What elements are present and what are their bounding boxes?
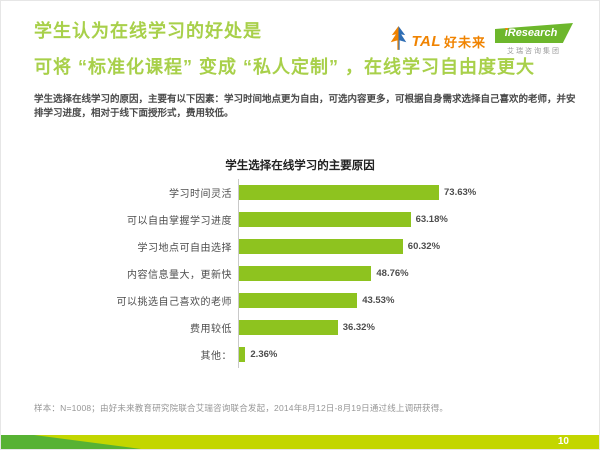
value-label: 60.32% bbox=[407, 241, 441, 252]
bar bbox=[239, 293, 358, 308]
chart-row: 可以挑选自己喜欢的老师 43.53% bbox=[1, 287, 599, 314]
sample-note: 样本：N=1008；由好未来教育研究院联合艾瑞咨询联合发起，2014年8月12日… bbox=[34, 403, 449, 413]
bar bbox=[239, 266, 372, 281]
bar-chart: 学习时间灵活 73.63% 可以自由掌握学习进度 63.18% 学习地点可自由选择 60.… bbox=[1, 179, 599, 368]
bar bbox=[239, 347, 246, 362]
iresearch-rest: Research bbox=[507, 27, 558, 39]
category-label: 可以自由掌握学习进度 bbox=[127, 216, 232, 227]
bar-zone: 48.76% bbox=[238, 260, 599, 287]
intro-paragraph: 学生选择在线学习的原因，主要有以下因素：学习时间地点更为自由，可选内容更多，可根… bbox=[34, 94, 576, 120]
page-number: 10 bbox=[557, 436, 569, 447]
bar bbox=[239, 212, 411, 227]
value-label: 36.32% bbox=[342, 322, 375, 333]
footer-wedge-decoration bbox=[1, 435, 141, 449]
category-label: 费用较低 bbox=[190, 324, 232, 335]
page-title: 学生认为在线学习的好处是 可将 “标准化课程” 变成 “私人定制” ，在线学习自… bbox=[34, 21, 594, 78]
tal-tree-icon bbox=[389, 26, 408, 56]
logo-area: TAL 好未来 i Research 艾瑞咨询集团 bbox=[389, 23, 573, 56]
bar-zone: 73.63% bbox=[238, 179, 599, 206]
value-label: 48.76% bbox=[376, 268, 409, 279]
chart-title: 学生选择在线学习的主要原因 bbox=[225, 160, 375, 172]
value-label: 73.63% bbox=[444, 187, 477, 198]
chart-row: 学习时间灵活 73.63% bbox=[1, 179, 599, 206]
title-line-1: 学生认为在线学习的好处是 bbox=[34, 21, 262, 41]
category-label: 内容信息量大，更新快 bbox=[127, 270, 232, 281]
tal-logo-cn: 好未来 bbox=[443, 34, 486, 50]
chart-row: 学习地点可自由选择 60.32% bbox=[1, 233, 599, 260]
bar-zone: 43.53% bbox=[238, 287, 599, 314]
chart-row: 其他： 2.36% bbox=[1, 341, 599, 368]
tal-logo-text: TAL bbox=[411, 32, 441, 50]
iresearch-i: i bbox=[504, 27, 509, 39]
iresearch-banner: i Research bbox=[495, 23, 573, 43]
category-label: 学习时间灵活 bbox=[169, 189, 232, 200]
title-line-2: 可将 “标准化课程” 变成 “私人定制” ，在线学习自由度更大 bbox=[34, 56, 536, 77]
bar-zone: 36.32% bbox=[238, 314, 599, 341]
bar-zone: 63.18% bbox=[238, 206, 599, 233]
value-label: 63.18% bbox=[415, 214, 448, 225]
tal-logo: TAL 好未来 bbox=[389, 26, 486, 56]
value-label: 2.36% bbox=[250, 349, 278, 360]
bar bbox=[239, 320, 338, 335]
chart-row: 内容信息量大，更新快 48.76% bbox=[1, 260, 599, 287]
bar bbox=[239, 239, 403, 254]
footer-bar: 10 bbox=[1, 435, 599, 449]
value-label: 43.53% bbox=[362, 295, 395, 306]
chart-row: 费用较低 36.32% bbox=[1, 314, 599, 341]
bar bbox=[239, 185, 439, 200]
category-label: 其他： bbox=[200, 351, 232, 362]
iresearch-logo: i Research 艾瑞咨询集团 bbox=[495, 23, 573, 56]
iresearch-cn-label: 艾瑞咨询集团 bbox=[507, 48, 561, 55]
bar-zone: 60.32% bbox=[238, 233, 599, 260]
bar-zone: 2.36% bbox=[238, 341, 599, 368]
category-label: 学习地点可自由选择 bbox=[137, 243, 232, 254]
chart-row: 可以自由掌握学习进度 63.18% bbox=[1, 206, 599, 233]
category-label: 可以挑选自己喜欢的老师 bbox=[116, 297, 232, 308]
